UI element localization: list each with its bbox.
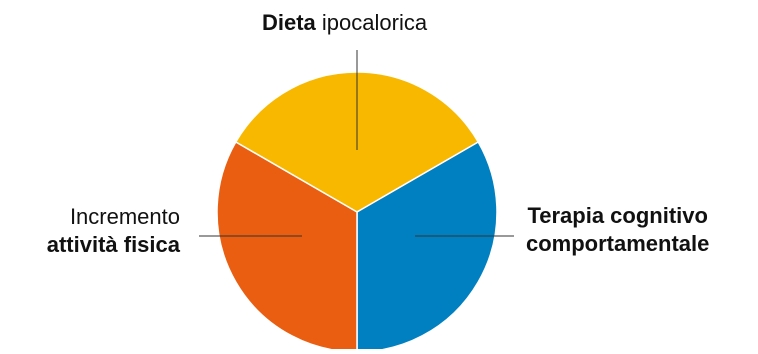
segment-terapia-cognitivo-comportamentale — [356, 140, 498, 353]
label-left-line2: attività fisica — [46, 232, 180, 257]
label-incremento-attivita-fisica: Incremento attività fisica — [47, 203, 180, 259]
label-left-line1: Incremento — [69, 204, 180, 229]
label-right-line2: comportamentale — [526, 231, 710, 256]
label-top-normal: ipocalorica — [315, 10, 428, 35]
label-dieta-ipocalorica: Dieta ipocalorica — [262, 9, 427, 37]
label-top-bold: Dieta — [262, 10, 316, 35]
segment-attivita-fisica — [216, 140, 358, 353]
label-right-line1: Terapia cognitivo — [527, 203, 708, 228]
label-terapia-cognitivo-comportamentale: Terapia cognitivo comportamentale — [526, 202, 709, 258]
